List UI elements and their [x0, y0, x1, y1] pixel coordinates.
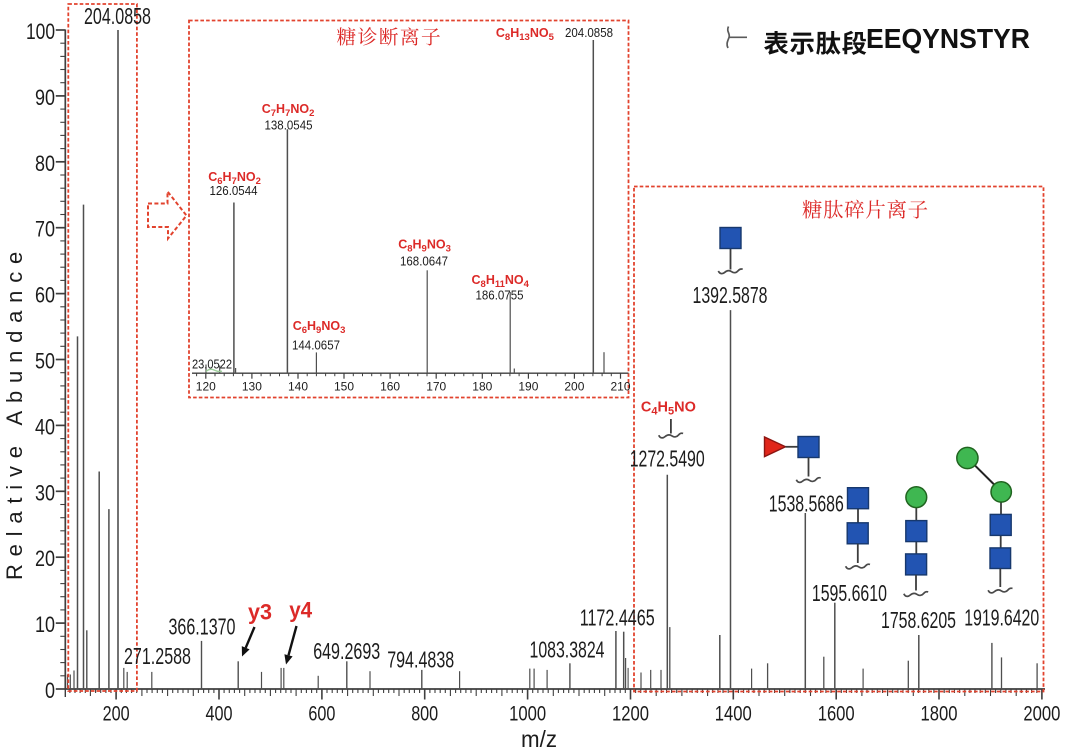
svg-text:200: 200 — [103, 702, 130, 726]
svg-text:140: 140 — [288, 380, 308, 394]
svg-text:190: 190 — [518, 380, 538, 394]
svg-text:10: 10 — [35, 612, 55, 637]
svg-text:1272.5490: 1272.5490 — [630, 446, 705, 472]
svg-text:50: 50 — [35, 349, 55, 374]
svg-text:C4H5NO: C4H5NO — [641, 400, 696, 418]
svg-text:1538.5686: 1538.5686 — [769, 491, 844, 517]
svg-text:1758.6205: 1758.6205 — [881, 607, 956, 633]
svg-text:90: 90 — [35, 85, 55, 110]
svg-text:m/z: m/z — [521, 726, 557, 752]
svg-text:1200: 1200 — [612, 702, 649, 726]
svg-text:168.0647: 168.0647 — [400, 255, 448, 269]
svg-text:EEQYNSTYR: EEQYNSTYR — [866, 23, 1030, 54]
svg-text:Relative Abundance: Relative Abundance — [2, 244, 27, 580]
svg-text:130: 130 — [242, 380, 262, 394]
svg-text:649.2693: 649.2693 — [313, 638, 380, 664]
svg-text:1595.6610: 1595.6610 — [812, 580, 887, 606]
svg-text:20: 20 — [35, 546, 55, 571]
svg-text:80: 80 — [35, 151, 55, 176]
svg-text:126.0544: 126.0544 — [210, 184, 258, 198]
svg-text:400: 400 — [206, 702, 233, 726]
svg-text:70: 70 — [35, 217, 55, 242]
svg-text:1172.4465: 1172.4465 — [580, 605, 655, 631]
svg-text:180: 180 — [472, 380, 492, 394]
svg-text:366.1370: 366.1370 — [169, 614, 236, 640]
svg-text:C7H7NO2: C7H7NO2 — [262, 102, 315, 119]
svg-text:200: 200 — [564, 380, 584, 394]
svg-text:186.0755: 186.0755 — [476, 289, 524, 303]
svg-text:120: 120 — [196, 380, 216, 394]
svg-text:600: 600 — [308, 702, 335, 726]
svg-text:210: 210 — [611, 380, 631, 394]
svg-text:1400: 1400 — [715, 702, 752, 726]
svg-text:1000: 1000 — [509, 702, 546, 726]
svg-text:2000: 2000 — [1023, 702, 1060, 726]
svg-text:138.0545: 138.0545 — [265, 119, 313, 133]
svg-text:y4: y4 — [289, 598, 312, 623]
svg-text:170: 170 — [426, 380, 446, 394]
svg-text:40: 40 — [35, 414, 55, 439]
svg-text:1600: 1600 — [818, 702, 855, 726]
svg-text:150: 150 — [334, 380, 354, 394]
svg-text:1919.6420: 1919.6420 — [964, 605, 1039, 631]
svg-text:30: 30 — [35, 480, 55, 505]
svg-text:C8H9NO3: C8H9NO3 — [398, 238, 451, 255]
svg-text:60: 60 — [35, 283, 55, 308]
svg-text:1392.5878: 1392.5878 — [693, 282, 768, 308]
svg-text:C8H11NO4: C8H11NO4 — [472, 273, 530, 290]
svg-text:160: 160 — [380, 380, 400, 394]
svg-text:271.2588: 271.2588 — [124, 643, 191, 669]
svg-text:0: 0 — [45, 678, 55, 703]
svg-text:204.0858: 204.0858 — [84, 3, 151, 29]
svg-text:100: 100 — [26, 19, 55, 44]
svg-text:C8H13NO5: C8H13NO5 — [496, 26, 555, 43]
svg-text:C6H7NO2: C6H7NO2 — [208, 170, 261, 187]
svg-text:23.0522: 23.0522 — [192, 358, 232, 372]
svg-text:144.0657: 144.0657 — [292, 339, 340, 353]
svg-text:1083.3824: 1083.3824 — [530, 637, 605, 663]
svg-text:C6H9NO3: C6H9NO3 — [293, 319, 346, 336]
svg-text:204.0858: 204.0858 — [565, 26, 613, 40]
svg-text:1800: 1800 — [921, 702, 958, 726]
svg-text:y3: y3 — [248, 600, 272, 625]
svg-text:794.4838: 794.4838 — [387, 647, 454, 673]
svg-text:800: 800 — [411, 702, 438, 726]
